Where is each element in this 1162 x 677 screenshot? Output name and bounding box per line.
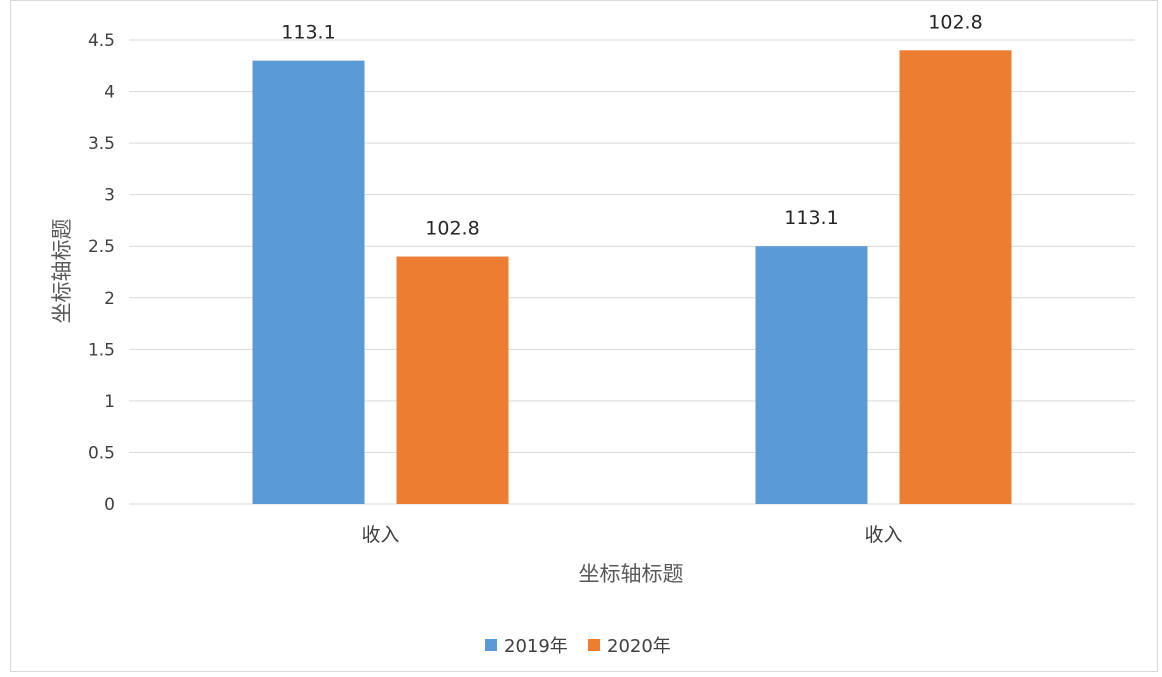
y-tick-label: 4.5 (88, 31, 115, 51)
x-category-labels: 收入 收入 (361, 524, 902, 546)
legend-swatch (588, 639, 600, 651)
bar-chart: 0 0.5 1 1.5 2 2.5 3 3.5 4 4.5 113.1 102.8 113.1 102.… (50, 11, 1135, 657)
y-tick-label: 1 (104, 392, 115, 412)
y-tick-label: 0.5 (88, 443, 115, 463)
bars (252, 50, 1012, 505)
y-tick-label: 1.5 (88, 340, 115, 360)
legend: 2019年 2020年 (485, 636, 671, 657)
chart-frame: 0 0.5 1 1.5 2 2.5 3 3.5 4 4.5 113.1 102.8 113.1 102.… (10, 0, 1158, 672)
y-tick-labels: 0 0.5 1 1.5 2 2.5 3 3.5 4 4.5 (88, 31, 115, 515)
y-tick-label: 0 (104, 495, 115, 515)
data-label: 113.1 (281, 22, 335, 44)
data-labels: 113.1 102.8 113.1 102.8 (281, 11, 982, 239)
x-category-label: 收入 (864, 524, 902, 546)
x-axis-title: 坐标轴标题 (579, 562, 684, 586)
bar-2019年-0 (252, 60, 365, 504)
legend-label: 2020年 (607, 636, 671, 657)
x-category-label: 收入 (361, 524, 399, 546)
y-tick-label: 3.5 (88, 134, 115, 154)
y-tick-label: 2 (104, 289, 115, 309)
data-label: 102.8 (425, 218, 479, 240)
legend-label: 2019年 (504, 636, 568, 657)
bar-2019年-1 (755, 246, 868, 504)
bar-2020年-1 (899, 50, 1012, 505)
legend-swatch (485, 639, 497, 651)
y-tick-label: 4 (104, 83, 115, 103)
data-label: 102.8 (928, 11, 982, 33)
y-axis-title: 坐标轴标题 (50, 219, 74, 324)
y-tick-label: 2.5 (88, 237, 115, 257)
data-label: 113.1 (784, 207, 838, 229)
y-tick-label: 3 (104, 186, 115, 206)
bar-2020年-0 (396, 256, 509, 504)
